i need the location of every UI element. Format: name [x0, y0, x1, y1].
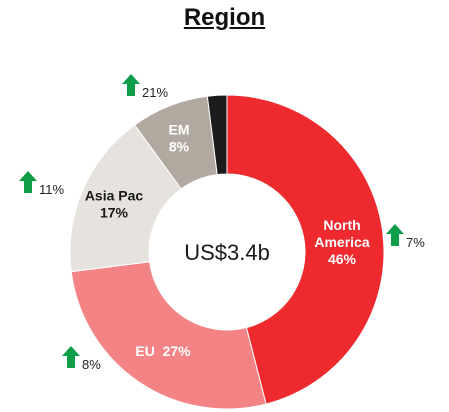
growth-indicator-north-america: 7% [386, 224, 425, 250]
up-arrow-icon [19, 171, 37, 193]
total-value-label: US$3.4b [184, 240, 270, 265]
growth-indicator-asia-pac: 11% [19, 171, 64, 197]
up-arrow-icon [122, 74, 140, 96]
growth-indicator-em: 21% [122, 74, 168, 100]
growth-value: 7% [406, 235, 425, 250]
slice-label-asia-pac: Asia Pac 17% [85, 188, 144, 221]
slice-label-em: EM 8% [169, 122, 190, 155]
donut-hole [149, 174, 305, 330]
growth-value: 21% [142, 85, 168, 100]
chart-title: Region [183, 4, 266, 31]
up-arrow-icon [62, 346, 80, 368]
growth-value: 8% [82, 357, 101, 372]
slice-label-eu: EU 27% [135, 343, 191, 359]
growth-value: 11% [39, 182, 64, 197]
slice-label-north-america: North America 46% [314, 217, 369, 267]
up-arrow-icon [386, 224, 404, 246]
growth-indicator-eu: 8% [62, 346, 101, 372]
